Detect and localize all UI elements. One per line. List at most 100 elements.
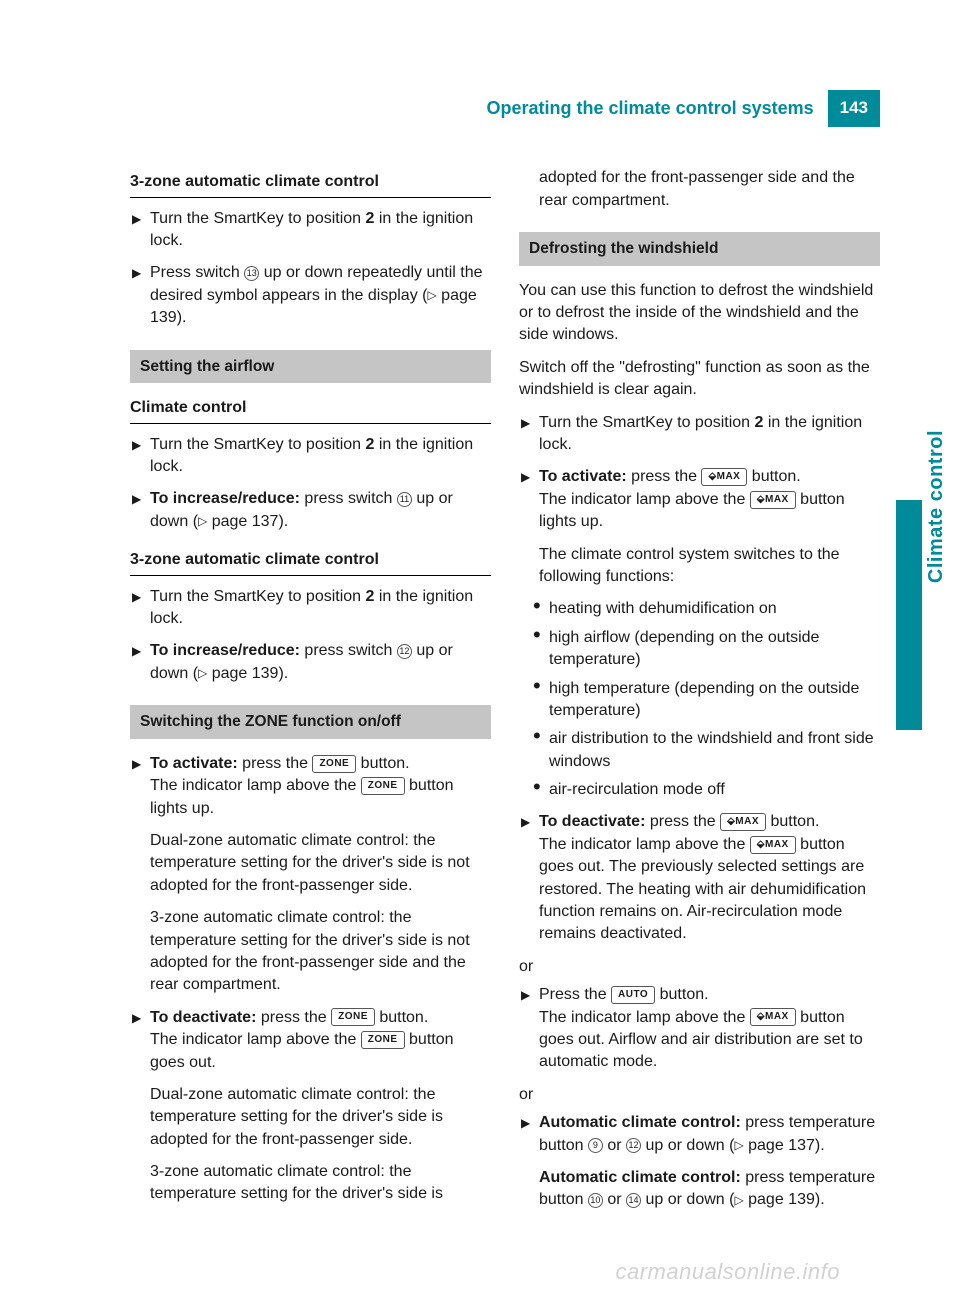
step-arrow-icon: ▶: [132, 488, 150, 533]
text: press switch: [300, 490, 397, 507]
action-label: To increase/reduce:: [150, 490, 300, 507]
text: page 139).: [744, 1191, 825, 1208]
step-text: Press switch 13 up or down repeatedly un…: [150, 262, 491, 329]
text: The indicator lamp above the: [539, 836, 750, 853]
bullet: •high temperature (depending on the outs…: [519, 678, 880, 723]
text: press the: [256, 1009, 331, 1026]
text: page 137).: [744, 1137, 825, 1154]
text: press switch: [300, 642, 397, 659]
content-columns: 3-zone automatic climate control ▶ Turn …: [130, 167, 880, 1222]
side-tab: [896, 500, 922, 730]
pageref-icon: ▷: [734, 1137, 743, 1154]
step: ▶ To increase/reduce: press switch 11 up…: [130, 488, 491, 533]
step-text: To deactivate: press the ⬙MAX button. Th…: [539, 811, 880, 945]
page-header: Operating the climate control systems 14…: [130, 90, 880, 127]
step: ▶ To deactivate: press the ⬙MAX button. …: [519, 811, 880, 945]
step: ▶ To deactivate: press the ZONE button. …: [130, 1007, 491, 1074]
page-number: 143: [828, 90, 880, 127]
zone-button-icon: ZONE: [331, 1008, 375, 1026]
button-12-icon: 12: [626, 1138, 641, 1153]
paragraph: Dual-zone automatic climate control: the…: [150, 1084, 491, 1151]
bullet: •air distribution to the windshield and …: [519, 728, 880, 773]
step: ▶ To activate: press the ⬙MAX button. Th…: [519, 466, 880, 533]
subhead-defrost: Defrosting the windshield: [519, 232, 880, 266]
step-arrow-icon: ▶: [521, 811, 539, 945]
text: The indicator lamp above the: [150, 777, 361, 794]
step: ▶ To increase/reduce: press switch 12 up…: [130, 640, 491, 685]
step-text: Automatic climate control: press tempera…: [539, 1167, 880, 1212]
paragraph: You can use this function to defrost the…: [519, 280, 880, 347]
bullet-icon: •: [533, 728, 549, 773]
defrost-max-button-icon: ⬙MAX: [701, 468, 747, 486]
action-label: To deactivate:: [539, 813, 645, 830]
step-arrow-icon: ▶: [132, 434, 150, 479]
text: The indicator lamp above the: [150, 1031, 361, 1048]
step-text: Turn the SmartKey to position 2 in the i…: [539, 412, 880, 457]
bullet: •high airflow (depending on the outside …: [519, 627, 880, 672]
zone-button-icon: ZONE: [361, 1031, 405, 1049]
step-text: To activate: press the ⬙MAX button. The …: [539, 466, 880, 533]
bullet-text: heating with dehumidification on: [549, 598, 880, 620]
step-arrow-icon: ▶: [521, 412, 539, 457]
bullet-icon: •: [533, 678, 549, 723]
step-text: Automatic climate control: press tempera…: [539, 1112, 880, 1157]
bullet: •air-recirculation mode off: [519, 779, 880, 801]
bullet-text: air distribution to the windshield and f…: [549, 728, 880, 773]
side-section-label: Climate control: [922, 430, 950, 583]
subhead-airflow: Setting the airflow: [130, 350, 491, 384]
pageref-icon: ▷: [427, 287, 436, 304]
step-arrow-icon: ▶: [132, 586, 150, 631]
zone-button-icon: ZONE: [312, 755, 356, 773]
step: ▶ Turn the SmartKey to position 2 in the…: [130, 434, 491, 479]
step-arrow-icon: ▶: [521, 984, 539, 1074]
bullet-text: air-recirculation mode off: [549, 779, 880, 801]
heading-3zone: 3-zone automatic climate control: [130, 171, 491, 197]
or-separator: or: [519, 1084, 880, 1106]
defrost-max-button-icon: ⬙MAX: [720, 813, 766, 831]
step: ▶ Turn the SmartKey to position 2 in the…: [519, 412, 880, 457]
heading-climate-control: Climate control: [130, 397, 491, 423]
text: button.: [655, 986, 708, 1003]
text: The indicator lamp above the: [539, 1009, 750, 1026]
step-arrow-icon: ▶: [132, 753, 150, 820]
step-arrow-icon: ▶: [132, 262, 150, 329]
button-14-icon: 14: [626, 1193, 641, 1208]
or-separator: or: [519, 956, 880, 978]
paragraph: 3-zone automatic climate control: the te…: [150, 907, 491, 997]
defrost-max-button-icon: ⬙MAX: [750, 491, 796, 509]
step-arrow-icon: ▶: [132, 1007, 150, 1074]
bullet-icon: •: [533, 779, 549, 801]
switch-13-icon: 13: [244, 266, 259, 281]
subhead-zone: Switching the ZONE function on/off: [130, 705, 491, 739]
pageref-icon: ▷: [198, 513, 207, 530]
bullet-icon: •: [533, 598, 549, 620]
auto-button-icon: AUTO: [611, 986, 655, 1004]
text: page 139).: [207, 665, 288, 682]
step-arrow-icon: ▶: [132, 208, 150, 253]
pageref-icon: ▷: [734, 1192, 743, 1209]
step: ▶ Turn the SmartKey to position 2 in the…: [130, 208, 491, 253]
step-arrow-icon: ▶: [521, 466, 539, 533]
text: Turn the SmartKey to position: [150, 588, 366, 605]
text: press the: [627, 468, 702, 485]
switch-11-icon: 11: [397, 492, 412, 507]
paragraph: adopted for the front-passenger side and…: [539, 167, 880, 212]
text: Press switch: [150, 264, 244, 281]
heading-3zone-2: 3-zone automatic climate control: [130, 549, 491, 575]
button-9-icon: 9: [588, 1138, 603, 1153]
action-label: Automatic climate control:: [539, 1169, 741, 1186]
defrost-max-button-icon: ⬙MAX: [750, 836, 796, 854]
step-text: Press the AUTO button. The indicator lam…: [539, 984, 880, 1074]
text: or: [603, 1191, 626, 1208]
text: press the: [238, 755, 313, 772]
action-label: To activate:: [539, 468, 627, 485]
zone-button-icon: ZONE: [361, 777, 405, 795]
header-title: Operating the climate control systems: [487, 90, 828, 127]
bullet: •heating with dehumidification on: [519, 598, 880, 620]
step-text: To increase/reduce: press switch 12 up o…: [150, 640, 491, 685]
step: ▶ Press the AUTO button. The indicator l…: [519, 984, 880, 1074]
text: up or down (: [641, 1137, 734, 1154]
action-label: To deactivate:: [150, 1009, 256, 1026]
action-label: To activate:: [150, 755, 238, 772]
watermark: carmanualsonline.info: [615, 1257, 840, 1288]
